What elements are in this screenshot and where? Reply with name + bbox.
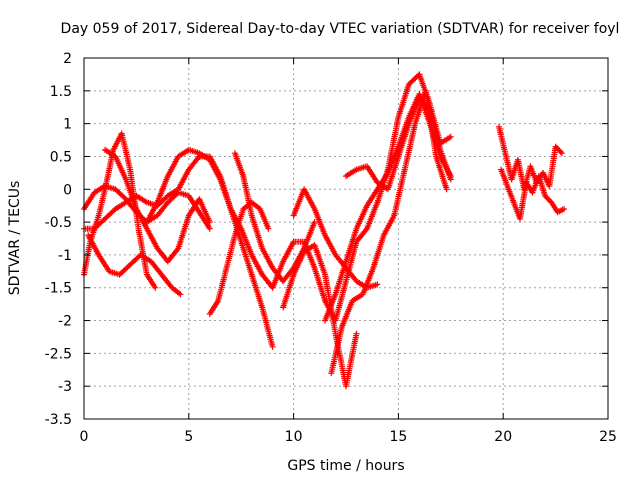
y-tick-label: -3 — [58, 379, 72, 395]
series-markers — [498, 166, 567, 222]
y-tick-label: -1 — [58, 248, 72, 264]
series-track-6 — [143, 146, 276, 350]
series-markers — [231, 150, 318, 285]
plot-frame — [83, 57, 609, 420]
series-markers — [143, 146, 276, 350]
series-markers — [328, 87, 450, 377]
series-markers — [343, 94, 454, 193]
series-markers — [85, 232, 184, 298]
series-track-8 — [231, 150, 318, 285]
y-axis-label: SDTVAR / TECUs — [7, 181, 23, 296]
x-tick-label: 10 — [285, 429, 303, 445]
series-markers — [102, 146, 213, 265]
series-track-15 — [498, 166, 567, 222]
y-tick-label: -2 — [58, 314, 72, 330]
y-tick-label: 2 — [63, 51, 72, 67]
x-tick-label: 20 — [494, 429, 512, 445]
series-markers — [280, 242, 360, 390]
y-tick-label: -1.5 — [45, 281, 72, 297]
y-tick-label: 0 — [63, 182, 72, 198]
y-tick-label: -0.5 — [45, 215, 72, 231]
series-track-10 — [290, 186, 381, 291]
y-tick-label: 0.5 — [50, 149, 72, 165]
y-tick-label: -2.5 — [45, 346, 72, 362]
x-tick-label: 0 — [80, 429, 89, 445]
x-axis-label: GPS time / hours — [287, 458, 404, 474]
series-track-13 — [343, 94, 454, 193]
series-markers — [290, 186, 381, 291]
chart-title: Day 059 of 2017, Sidereal Day-to-day VTE… — [61, 21, 620, 37]
x-tick-label: 15 — [389, 429, 407, 445]
y-tick-label: 1.5 — [50, 84, 72, 100]
chart-ticks: 0 5 10 15 20 25 -3.5 -3 -2.5 -2 -1.5 -1 -0.5 0 0.5 1 1.5… — [45, 51, 617, 445]
series-track-5 — [102, 146, 213, 265]
x-tick-label: 25 — [599, 429, 617, 445]
series-track-3 — [85, 232, 184, 298]
series-track-12 — [328, 87, 450, 377]
x-tick-label: 5 — [184, 429, 193, 445]
y-tick-label: 1 — [63, 117, 72, 133]
series-track-9 — [280, 242, 360, 390]
y-tick-label: -3.5 — [45, 412, 72, 428]
